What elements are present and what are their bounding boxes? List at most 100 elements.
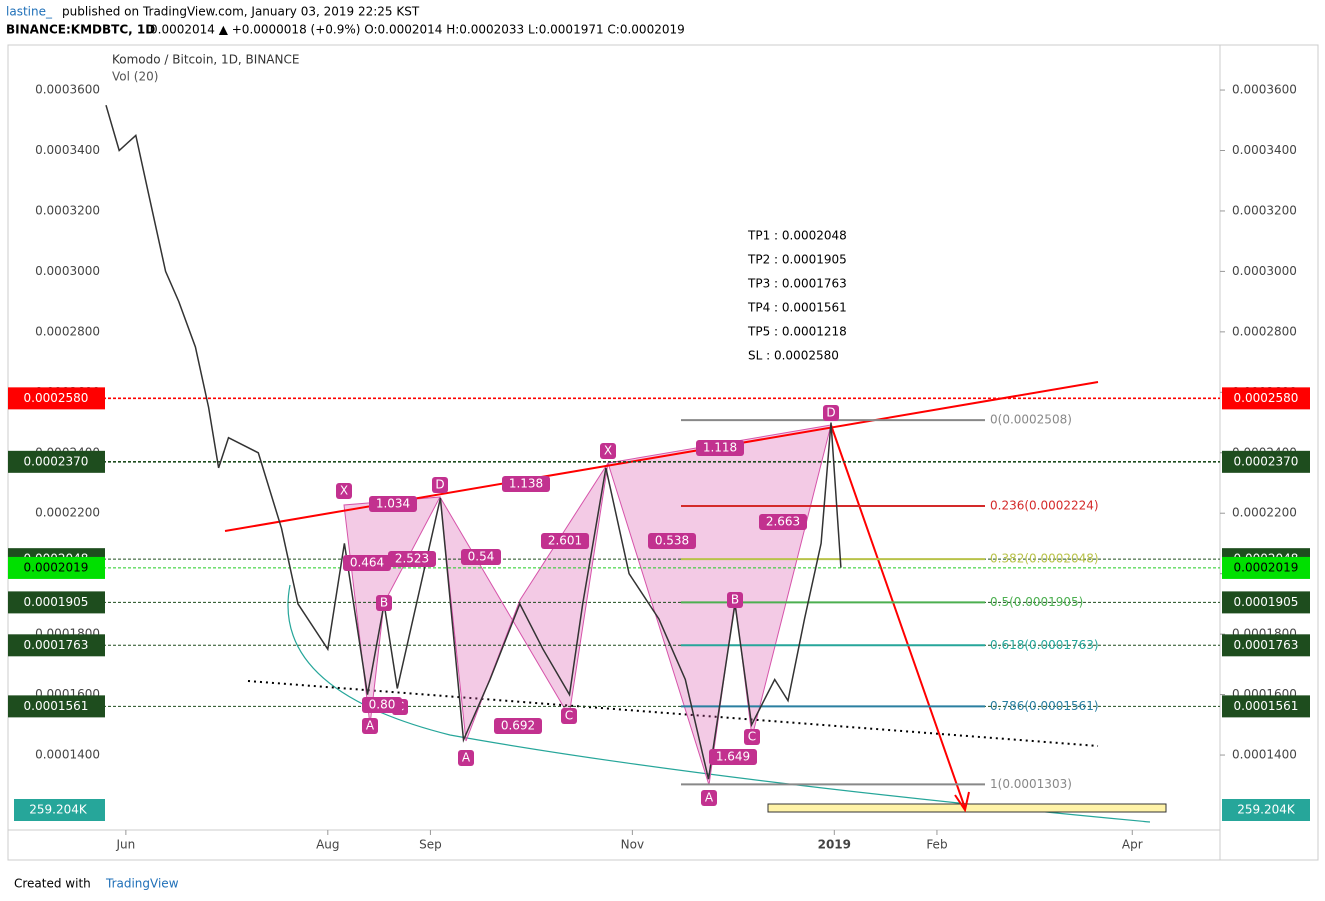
pattern-tag <box>362 697 402 713</box>
level-box <box>1222 450 1310 473</box>
pattern-tag <box>502 476 550 492</box>
pattern-tag <box>709 749 757 765</box>
arc <box>287 584 1151 823</box>
pattern-tag <box>432 477 448 493</box>
pattern-tag <box>759 514 807 530</box>
y-tick-label: 0.0002800 <box>35 324 100 338</box>
level-box <box>1222 591 1310 614</box>
pattern-label: 0.692 <box>501 719 535 733</box>
level-label: 0.0002580 <box>24 391 89 405</box>
level-label: 0.0002580 <box>1234 391 1299 405</box>
symbol: BINANCE:KMDBTC, 1D <box>6 23 155 37</box>
pattern-tag <box>727 592 743 608</box>
pattern-tag <box>541 533 589 549</box>
y-tick-label: 0.0003400 <box>1232 143 1297 157</box>
level-label: 0.0001763 <box>1234 638 1299 652</box>
y-tick-label: 0.0002200 <box>35 506 100 520</box>
fib-label: 0.236(0.0002224) <box>990 498 1099 512</box>
level-label: 0.0001561 <box>24 699 89 713</box>
x-tick-label: Apr <box>1122 838 1143 852</box>
pattern-label: 0.80 <box>369 698 396 712</box>
footer-created: Created with <box>14 877 91 891</box>
x-tick-label: Nov <box>621 838 644 852</box>
pattern-tag <box>701 790 717 806</box>
pattern-tag <box>823 405 839 421</box>
pattern-tag <box>336 483 352 499</box>
pattern-tag <box>561 708 577 724</box>
pattern-label: 0.538 <box>655 534 689 548</box>
level-box <box>8 387 105 410</box>
pattern-tag <box>494 718 542 734</box>
fib-label: 1(0.0001303) <box>990 777 1072 791</box>
y-tick-label: 0.0002800 <box>1232 324 1297 338</box>
level-box <box>8 450 105 473</box>
pattern-label: 1.138 <box>509 477 543 491</box>
y-tick-label: 0.0003600 <box>35 83 100 97</box>
pattern-label: 2.601 <box>548 534 582 548</box>
level-label: 0.0001561 <box>1234 699 1299 713</box>
pattern-label: 1.649 <box>716 750 750 764</box>
y-tick-label: 0.0003600 <box>1232 83 1297 97</box>
chart-title: Komodo / Bitcoin, 1D, BINANCE <box>112 53 299 67</box>
fib-label: 0.5(0.0001905) <box>990 595 1083 609</box>
level-box <box>8 556 105 579</box>
level-label: 0.0001763 <box>24 638 89 652</box>
pattern-label: A <box>366 719 375 733</box>
volume-label: 259.204K <box>1237 803 1296 817</box>
pattern-label: X <box>340 484 348 498</box>
x-tick-label: 2019 <box>818 838 851 852</box>
arrow <box>830 424 966 809</box>
pattern-tag <box>648 533 696 549</box>
level-label: 0.0002370 <box>1234 454 1299 468</box>
y-tick-label: 0.0003000 <box>1232 264 1297 278</box>
pattern-label: B <box>731 593 739 607</box>
y-tick-label: 0.0002200 <box>1232 506 1297 520</box>
fib-label: 0.618(0.0001763) <box>990 638 1099 652</box>
pattern-tag <box>362 718 378 734</box>
fib-label: 0.382(0.0002048) <box>990 552 1099 566</box>
pattern-label: A <box>705 791 714 805</box>
y-tick-label: 0.0001400 <box>35 748 100 762</box>
pattern-label: 1.034 <box>376 497 410 511</box>
y-tick-label: 0.0003400 <box>35 143 100 157</box>
level-label: 0.0001905 <box>1234 595 1299 609</box>
level-label: 0.0002370 <box>24 454 89 468</box>
pattern-tag <box>376 595 392 611</box>
pattern-tag <box>369 496 417 512</box>
level-box <box>8 695 105 718</box>
x-tick-label: Aug <box>316 838 339 852</box>
level-box <box>1222 556 1310 579</box>
pattern-label: D <box>826 406 835 420</box>
support-line <box>247 680 1099 747</box>
pattern-label: 0.464 <box>350 556 384 570</box>
pattern <box>343 496 441 726</box>
target-text: SL : 0.0002580 <box>748 349 839 363</box>
y-tick-label: 0.0001400 <box>1232 748 1297 762</box>
author[interactable]: lastine_ <box>6 5 53 19</box>
price-line: 0.0002014 ▲ +0.0000018 (+0.9%) O:0.00020… <box>150 23 685 37</box>
pattern-tag <box>696 440 744 456</box>
fib-label: 0.786(0.0001561) <box>990 699 1099 713</box>
frame <box>7 44 1319 861</box>
level-box <box>1222 695 1310 718</box>
pattern-label: 2.663 <box>766 515 800 529</box>
x-tick-label: Jun <box>115 838 135 852</box>
pattern-label: 2.523 <box>395 552 429 566</box>
pattern-label: C <box>748 730 756 744</box>
pattern-tag <box>461 549 501 565</box>
arrow-head <box>954 791 970 813</box>
volume-label: 259.204K <box>29 803 88 817</box>
level-label: 0.0002019 <box>24 560 89 574</box>
y-tick-label: 0.0003000 <box>35 264 100 278</box>
level-box <box>8 591 105 614</box>
target-text: TP2 : 0.0001905 <box>747 253 847 267</box>
pattern-label: 0.54 <box>468 550 495 564</box>
target-text: TP5 : 0.0001218 <box>747 325 847 339</box>
level-box <box>8 634 105 657</box>
pattern-label: 1.118 <box>703 441 737 455</box>
pattern-tag <box>458 750 474 766</box>
footer-brand[interactable]: TradingView <box>105 877 179 891</box>
volume-box <box>1222 799 1310 821</box>
y-tick-label: 0.0003200 <box>1232 203 1297 217</box>
